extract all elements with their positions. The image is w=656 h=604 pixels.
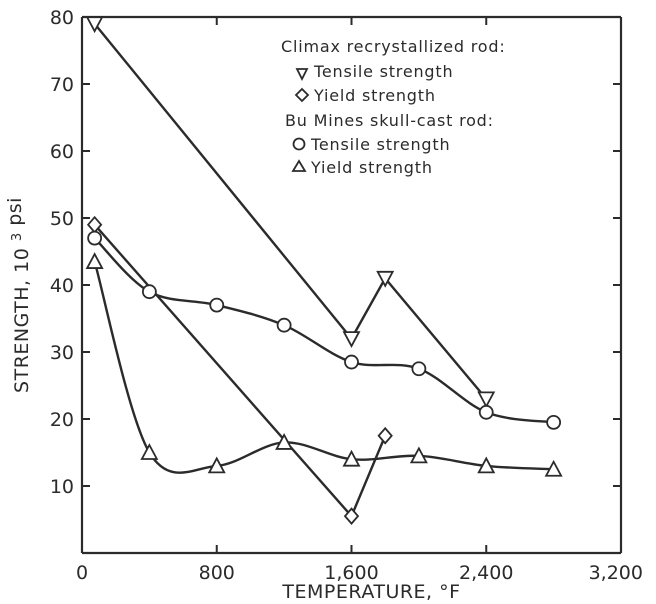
y-axis-title: STRENGTH, 10 3 psi (4, 197, 33, 393)
legend-group-2-title: Bu Mines skull-cast rod: (285, 111, 494, 130)
data-point-triangle-up (140, 443, 159, 460)
marker-group (85, 16, 563, 526)
y-tick-label: 40 (50, 275, 74, 297)
y-axis-title-exponent: 3 (10, 232, 25, 241)
legend-entry-label: Tensile strength (313, 62, 453, 81)
legend-entry-label: Yield strength (310, 158, 433, 177)
data-point-triangle-down (342, 331, 361, 349)
legend-diamond-icon (294, 87, 310, 103)
data-point-triangle-up (409, 446, 428, 464)
y-axis-title-base: 10 (11, 248, 33, 273)
data-point-triangle-down (376, 270, 395, 288)
data-point-triangle-up (477, 456, 496, 474)
data-point-circle (411, 361, 427, 377)
x-axis-title: TEMPERATURE, °F (281, 581, 460, 603)
y-axis-title-unit: psi (4, 197, 26, 226)
tick-group: 0 800 1,600 2,400 3,200 10 20 30 40 50 60 70 80 (50, 7, 643, 584)
curve-group (93, 22, 554, 519)
y-tick-label: 60 (50, 141, 74, 163)
y-axis-title-main: STRENGTH, (11, 279, 33, 393)
data-point-circle (87, 230, 103, 246)
x-tick-label: 1,600 (324, 562, 378, 584)
data-point-triangle-up (275, 433, 294, 450)
x-tick-label: 3,200 (589, 562, 643, 584)
data-point-triangle-up (85, 252, 104, 269)
series-line-2 (93, 223, 387, 519)
data-point-circle (141, 284, 157, 300)
data-point-triangle-down (477, 391, 496, 409)
data-point-diamond (377, 426, 393, 445)
y-tick-label: 20 (50, 409, 74, 431)
data-point-circle (344, 354, 359, 370)
legend-entry-climax-tensile: Tensile strength (295, 62, 453, 82)
legend: Climax recrystallized rod: Tensile stren… (281, 37, 506, 177)
legend-group-1-title: Climax recrystallized rod: (281, 37, 506, 56)
data-point-circle (209, 297, 225, 313)
series-line-3 (93, 237, 554, 424)
x-tick-label: 0 (76, 562, 88, 584)
legend-triangle-up-icon (291, 159, 307, 172)
data-point-diamond (343, 507, 360, 526)
legend-entry-bumines-tensile: Tensile strength (292, 135, 450, 154)
y-tick-label: 10 (50, 476, 74, 498)
y-tick-label: 50 (50, 208, 74, 230)
data-point-circle (276, 317, 292, 333)
data-point-circle (478, 404, 494, 420)
data-point-triangle-up (342, 449, 361, 467)
legend-entry-bumines-yield: Yield strength (291, 158, 433, 177)
data-point-triangle-up (207, 456, 226, 474)
y-tick-label: 30 (50, 342, 74, 364)
legend-triangle-down-icon (295, 68, 309, 82)
legend-entry-label: Yield strength (313, 86, 436, 105)
y-tick-label: 80 (50, 7, 74, 29)
series-line-1 (93, 22, 488, 400)
x-tick-label: 2,400 (459, 562, 513, 584)
y-tick-label: 70 (50, 74, 74, 96)
legend-entry-label: Tensile strength (310, 135, 450, 154)
data-point-circle (546, 414, 562, 430)
series-line-4 (93, 261, 554, 474)
data-point-triangle-up (544, 459, 563, 477)
legend-entry-climax-yield: Yield strength (294, 86, 436, 105)
x-tick-label: 800 (199, 562, 235, 584)
legend-circle-icon (292, 137, 306, 151)
data-point-triangle-down (85, 16, 104, 34)
